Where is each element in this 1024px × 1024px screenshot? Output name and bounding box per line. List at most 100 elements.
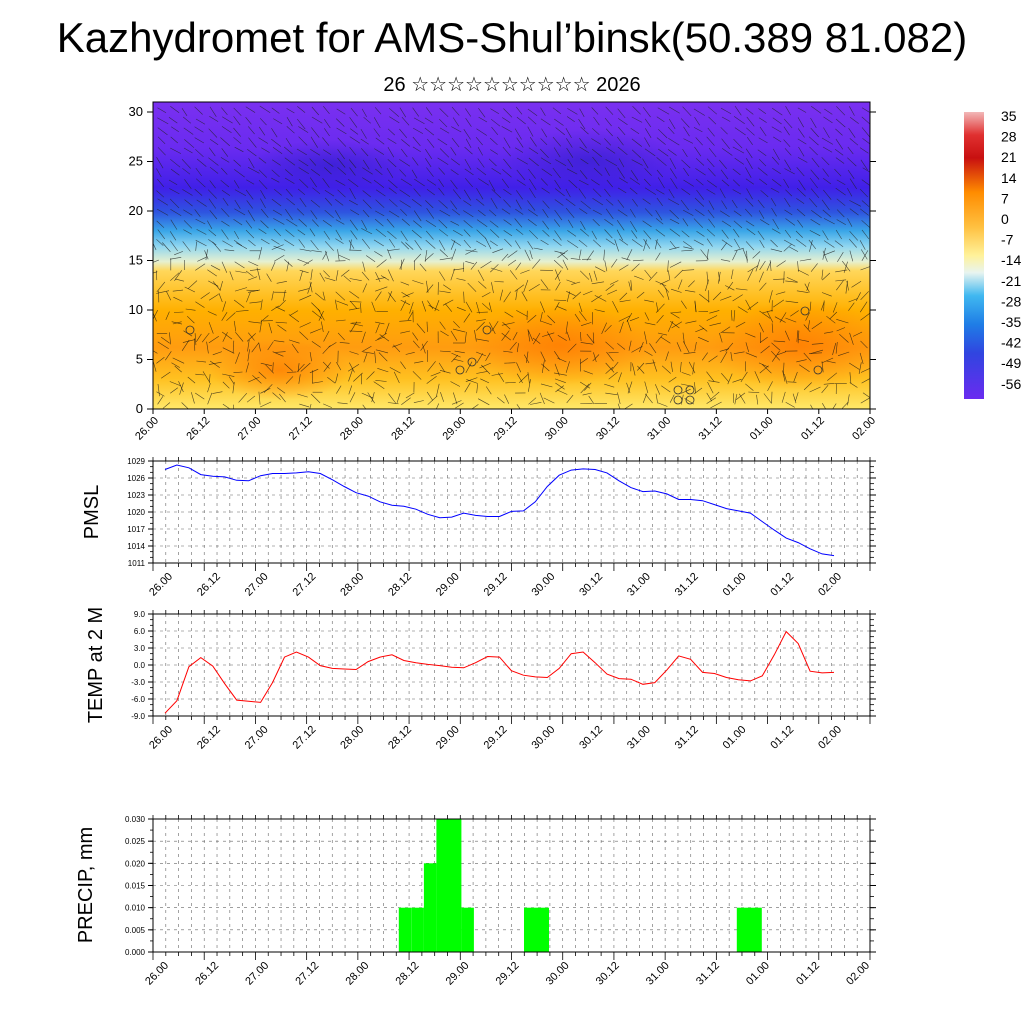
wind-barb <box>580 126 589 135</box>
wind-barb <box>808 352 823 354</box>
wind-barb <box>374 351 377 364</box>
wind-barb <box>439 127 450 134</box>
wind-barb <box>419 263 427 272</box>
wind-barb <box>834 240 844 247</box>
wind-barb <box>719 159 727 169</box>
wind-barb <box>852 331 863 337</box>
wind-barb <box>247 276 258 281</box>
wind-barb <box>680 300 687 309</box>
wind-barb <box>212 241 222 252</box>
wind-barb <box>514 218 523 228</box>
wind-barb <box>430 372 441 377</box>
temp-grid <box>152 613 871 717</box>
wind-barb <box>312 187 321 195</box>
wind-barb <box>425 158 432 168</box>
wind-barb <box>720 259 731 262</box>
wind-barb <box>335 118 345 127</box>
wind-barb <box>209 180 216 189</box>
wind-barb <box>232 381 235 394</box>
wind-barb <box>465 301 473 313</box>
wind-barb <box>579 311 587 321</box>
wind-barb <box>412 157 419 166</box>
wind-barb <box>516 404 521 409</box>
wind-barb <box>540 279 549 290</box>
wind-barb <box>747 301 759 311</box>
wind-barb <box>809 301 812 311</box>
wind-barb <box>161 371 171 379</box>
wind-barb <box>375 277 386 280</box>
y-tick-label: 0.020 <box>125 859 146 868</box>
wind-barb <box>362 283 368 293</box>
wind-barb <box>785 189 793 197</box>
wind-barb <box>681 372 691 376</box>
wind-barb <box>824 108 833 115</box>
wind-barb <box>617 187 627 194</box>
colorbar-label: 0 <box>1001 211 1009 227</box>
wind-barb <box>153 271 158 274</box>
colorbar-label: -28 <box>1001 293 1021 309</box>
wind-barb <box>349 300 358 309</box>
wind-barb <box>860 266 870 271</box>
wind-barb <box>515 208 524 215</box>
wind-barb <box>298 136 308 146</box>
wind-barb <box>594 309 605 313</box>
wind-barb <box>530 402 542 405</box>
wind-barb <box>335 319 346 322</box>
wind-barb <box>771 179 782 187</box>
wind-barb <box>617 343 626 350</box>
wind-barb <box>233 180 240 189</box>
wind-barb <box>266 273 272 282</box>
wind-barb <box>481 292 491 298</box>
wind-barb <box>512 332 518 341</box>
wind-barb <box>452 117 460 127</box>
wind-barb <box>194 126 204 133</box>
wind-barb <box>463 210 474 218</box>
wind-barb <box>361 108 367 118</box>
wind-barb <box>234 189 247 196</box>
wind-barb <box>755 259 761 272</box>
wind-barb <box>277 387 286 394</box>
wind-barb <box>427 300 434 310</box>
wind-barb <box>323 403 333 408</box>
wind-barb <box>707 381 714 394</box>
wind-barb <box>710 401 722 409</box>
wind-barb <box>349 291 360 299</box>
wind-barb <box>349 239 352 251</box>
time-tick-label: 01.00 <box>721 724 749 752</box>
wind-barb <box>387 159 397 168</box>
wind-barb <box>400 299 411 306</box>
wind-barb <box>273 188 282 196</box>
time-tick-label: 31.00 <box>645 415 673 443</box>
calm-circle <box>185 325 195 335</box>
wind-barb <box>669 209 680 220</box>
y-tick-label: 1023 <box>127 491 145 500</box>
wind-barb <box>514 284 525 292</box>
wind-barb <box>246 200 253 209</box>
wind-barb <box>490 264 499 273</box>
wind-barb <box>503 158 512 169</box>
wind-barb <box>504 238 512 247</box>
wind-barb <box>297 106 306 113</box>
wind-barb <box>187 280 198 290</box>
wind-barb <box>682 209 694 216</box>
wind-barb <box>645 128 652 138</box>
wind-barb <box>669 240 677 249</box>
wind-barb <box>195 178 206 188</box>
wind-barb <box>361 392 374 399</box>
wind-barb <box>837 252 844 263</box>
wind-barb <box>350 322 364 327</box>
wind-barb <box>501 330 510 341</box>
wind-barb <box>439 148 450 158</box>
wind-barb <box>504 311 514 318</box>
wind-barb <box>260 401 272 408</box>
wind-barb <box>574 313 581 322</box>
wind-barb <box>286 261 289 272</box>
time-tick-label: 28.00 <box>343 960 371 988</box>
wind-barb <box>809 146 818 156</box>
wind-barb <box>624 403 633 409</box>
wind-barb <box>285 137 292 147</box>
wind-barb <box>324 190 335 197</box>
time-tick-label: 28.12 <box>386 724 414 752</box>
wind-barb <box>229 271 234 281</box>
